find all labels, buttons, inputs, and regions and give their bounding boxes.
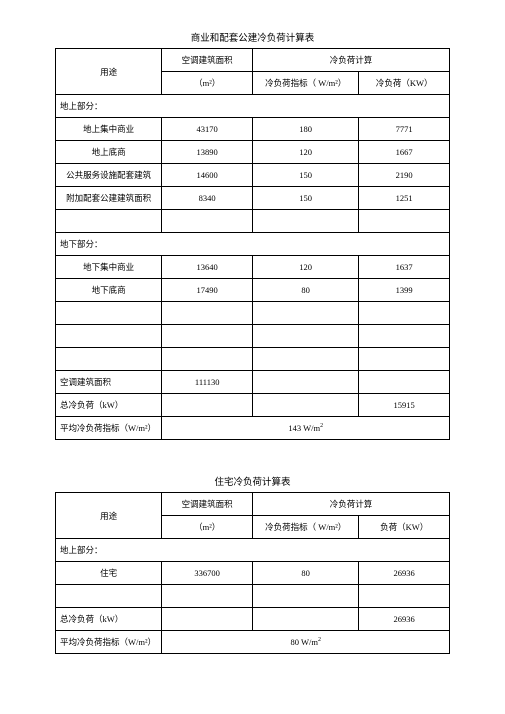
t1-h-loadgroup: 冷负荷计算 xyxy=(252,49,449,72)
t1-section-above: 地上部分： xyxy=(56,95,450,118)
t1-avg-value: 143 W/m2 xyxy=(162,417,450,440)
table-row: 住宅 336700 80 26936 xyxy=(56,562,450,585)
table-row: 地上集中商业 43170 180 7771 xyxy=(56,118,450,141)
t2-h-area: 空调建筑面积 xyxy=(162,493,253,516)
table-row-empty xyxy=(56,348,450,371)
t2-avg-value: 80 W/m2 xyxy=(162,631,450,654)
table-row: 地上底商 13890 120 1667 xyxy=(56,141,450,164)
t1-h-usage: 用途 xyxy=(56,49,162,95)
table-row: 总冷负荷（kW） 26936 xyxy=(56,608,450,631)
t2-h-loadgroup: 冷负荷计算 xyxy=(252,493,449,516)
table-row: 平均冷负荷指标（W/m²） 80 W/m2 xyxy=(56,631,450,654)
table-row-empty xyxy=(56,210,450,233)
table-row: 空调建筑面积 111130 xyxy=(56,371,450,394)
table-row: 地下底商 17490 80 1399 xyxy=(56,279,450,302)
table-row-empty xyxy=(56,325,450,348)
t2-h-load: 负荷（KW） xyxy=(359,516,450,539)
table2: 用途 空调建筑面积 冷负荷计算 （m²） 冷负荷指标（ W/m²） 负荷（KW）… xyxy=(55,492,450,654)
t1-h-area-unit: （m²） xyxy=(162,72,253,95)
table1: 用途 空调建筑面积 冷负荷计算 （m²） 冷负荷指标（ W/m²） 冷负荷（KW… xyxy=(55,48,450,440)
t1-h-area: 空调建筑面积 xyxy=(162,49,253,72)
t2-h-area-unit: （m²） xyxy=(162,516,253,539)
t1-h-loadindex: 冷负荷指标（ W/m²） xyxy=(252,72,358,95)
table-row: 公共服务设施配套建筑 14600 150 2190 xyxy=(56,164,450,187)
table-row: 总冷负荷（kW） 15915 xyxy=(56,394,450,417)
t2-section-above: 地上部分： xyxy=(56,539,450,562)
table-row: 附加配套公建建筑面积 8340 150 1251 xyxy=(56,187,450,210)
table2-title: 住宅冷负荷计算表 xyxy=(55,474,450,488)
table-row-empty xyxy=(56,585,450,608)
table-row: 平均冷负荷指标（W/m²） 143 W/m2 xyxy=(56,417,450,440)
t2-h-usage: 用途 xyxy=(56,493,162,539)
table1-title: 商业和配套公建冷负荷计算表 xyxy=(55,30,450,44)
t2-h-loadindex: 冷负荷指标（ W/m²） xyxy=(252,516,358,539)
table-row: 地下集中商业 13640 120 1637 xyxy=(56,256,450,279)
t1-h-load: 冷负荷（KW） xyxy=(359,72,450,95)
t1-section-below: 地下部分： xyxy=(56,233,450,256)
table-row-empty xyxy=(56,302,450,325)
